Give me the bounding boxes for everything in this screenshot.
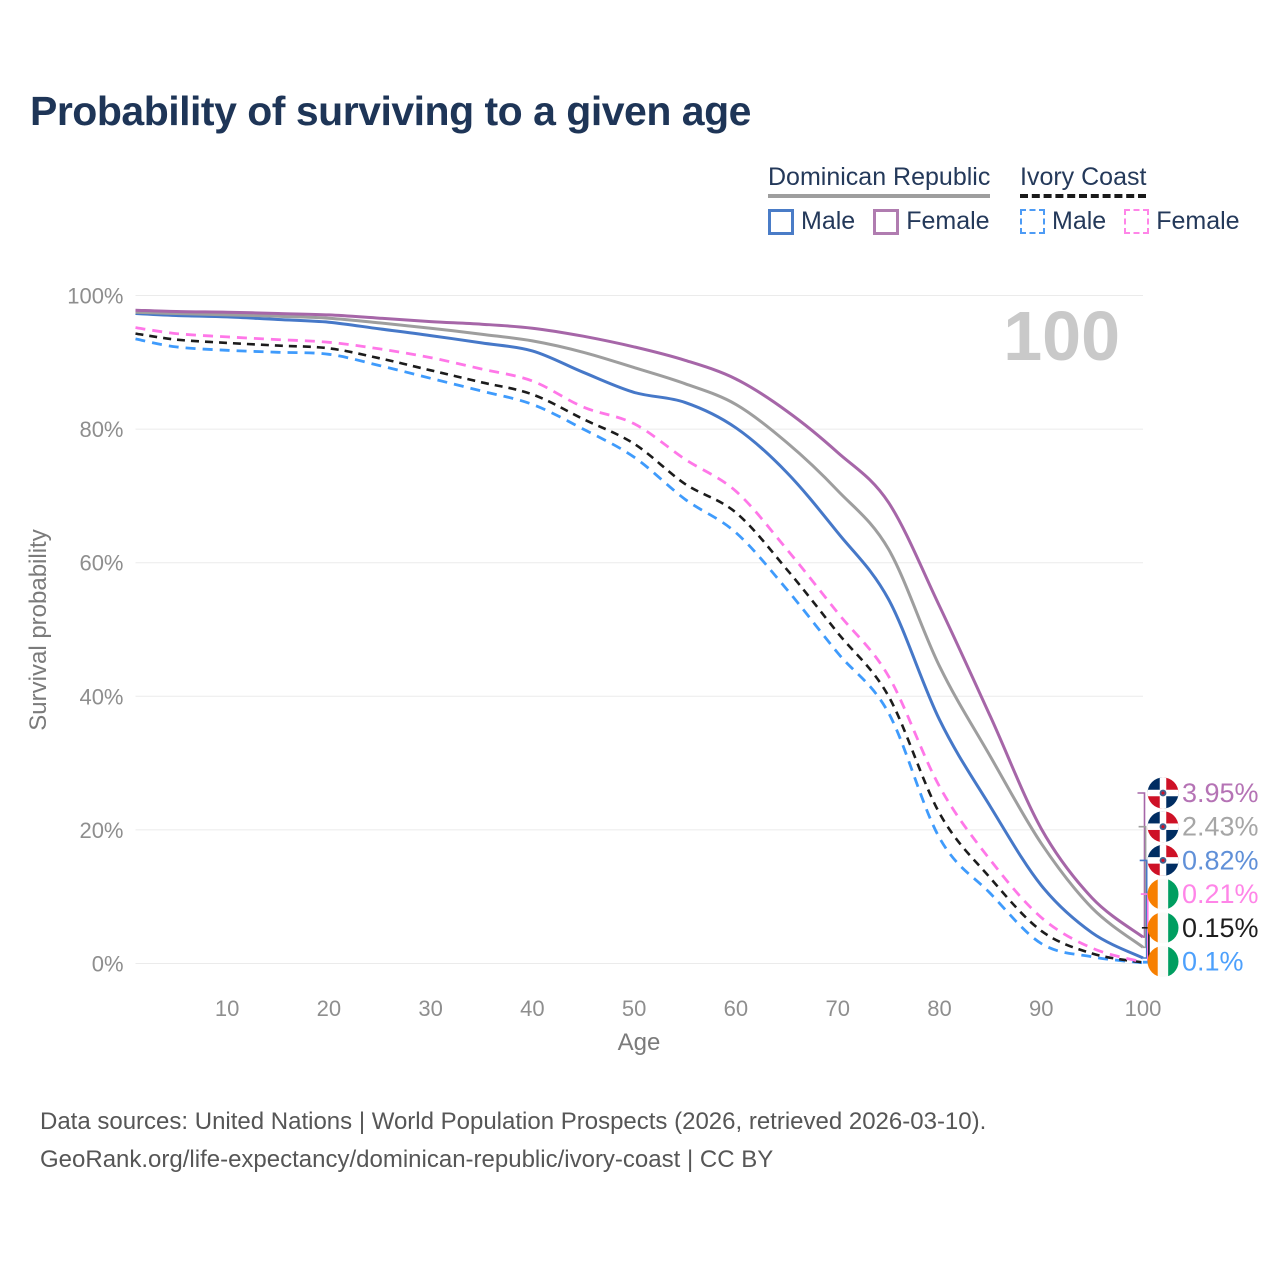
y-axis-tick-labels: 0% 20% 40% 60% 80% 100% — [67, 284, 123, 977]
flag-dominican-republic-icon — [1147, 811, 1179, 843]
legend-country-dominican-republic[interactable]: Dominican Republic — [768, 163, 991, 198]
x-axis-tick-label: 70 — [825, 996, 849, 1021]
end-label-value: 2.43% — [1182, 812, 1259, 842]
ic-male-line-swatch-icon — [1020, 209, 1045, 234]
y-axis-tick-label: 0% — [92, 952, 124, 977]
x-axis-tick-label: 80 — [927, 996, 951, 1021]
end-label-connector — [1138, 825, 1147, 949]
series-lines — [135, 308, 1144, 965]
end-label-connector — [1137, 792, 1146, 938]
dr-female-line-swatch-icon — [873, 208, 900, 235]
series-line-ic-female[interactable] — [135, 326, 1144, 964]
end-label-value: 0.82% — [1182, 845, 1259, 875]
flag-ivory-coast-icon — [1147, 878, 1179, 910]
x-axis-tick-label: 50 — [622, 996, 646, 1021]
flag-ivory-coast-icon — [1147, 912, 1179, 944]
end-label-value: 0.21% — [1182, 879, 1259, 909]
flag-dominican-republic-icon — [1147, 777, 1179, 809]
legend-item-dr-male[interactable]: Male — [768, 207, 855, 236]
y-axis-tick-label: 80% — [79, 417, 123, 442]
gridlines — [135, 295, 1143, 964]
end-label-value: 0.1% — [1182, 947, 1244, 977]
x-axis-tick-labels: 10 20 30 40 50 60 70 80 90 100 — [215, 996, 1162, 1021]
end-label-value: 0.15% — [1182, 913, 1259, 943]
x-axis-tick-label: 100 — [1125, 996, 1162, 1021]
x-axis-tick-label: 20 — [317, 996, 341, 1021]
flag-dominican-republic-icon — [1147, 844, 1179, 876]
age-counter-watermark: 100 — [1003, 297, 1120, 375]
series-line-dr-total[interactable] — [135, 310, 1144, 949]
series-line-ic-male[interactable] — [135, 337, 1144, 965]
legend-item-ic-female[interactable]: Female — [1124, 207, 1240, 236]
legend-item-ic-male[interactable]: Male — [1020, 207, 1106, 236]
y-axis-tick-label: 60% — [79, 551, 123, 576]
legend-items-dominican-republic: Male Female — [768, 207, 1008, 236]
series-end-labels: 3.95% 2.43%0.82% 0.21% 0.15% 0.1% — [1137, 777, 1259, 977]
series-line-dr-male[interactable] — [135, 312, 1144, 960]
page-title: Probability of surviving to a given age — [30, 88, 751, 134]
legend-item-label: Female — [906, 207, 990, 235]
x-axis-tick-label: 40 — [520, 996, 544, 1021]
series-line-dr-female[interactable] — [135, 308, 1144, 939]
legend-item-label: Male — [801, 207, 856, 235]
y-axis-tick-label: 100% — [67, 284, 123, 309]
y-axis-tick-label: 20% — [79, 818, 123, 843]
legend-item-label: Male — [1052, 207, 1107, 235]
end-label-connector — [1139, 859, 1148, 959]
attribution-note: GeoRank.org/life-expectancy/dominican-re… — [40, 1146, 774, 1173]
x-axis-tick-label: 90 — [1029, 996, 1053, 1021]
dr-male-line-swatch-icon — [768, 208, 794, 235]
x-axis-title: Age — [618, 1029, 661, 1056]
data-sources-note: Data sources: United Nations | World Pop… — [40, 1108, 987, 1135]
legend-item-label: Female — [1156, 207, 1240, 235]
ic-female-line-swatch-icon — [1124, 209, 1150, 234]
legend-group-dominican-republic: Dominican Republic Male Female — [768, 163, 1008, 236]
legend-country-ivory-coast[interactable]: Ivory Coast — [1020, 163, 1147, 198]
end-label-value: 3.95% — [1182, 778, 1259, 808]
legend-items-ivory-coast: Male Female — [1020, 207, 1258, 236]
flag-ivory-coast-icon — [1147, 946, 1179, 977]
x-axis-tick-label: 30 — [418, 996, 442, 1021]
y-axis-title: Survival probability — [25, 529, 52, 730]
x-axis-tick-label: 10 — [215, 996, 239, 1021]
series-line-ic-total[interactable] — [135, 332, 1144, 964]
legend-group-ivory-coast: Ivory Coast Male Female — [1020, 163, 1258, 236]
x-axis-tick-label: 60 — [724, 996, 748, 1021]
legend-item-dr-female[interactable]: Female — [873, 207, 990, 236]
y-axis-tick-label: 40% — [79, 684, 123, 709]
